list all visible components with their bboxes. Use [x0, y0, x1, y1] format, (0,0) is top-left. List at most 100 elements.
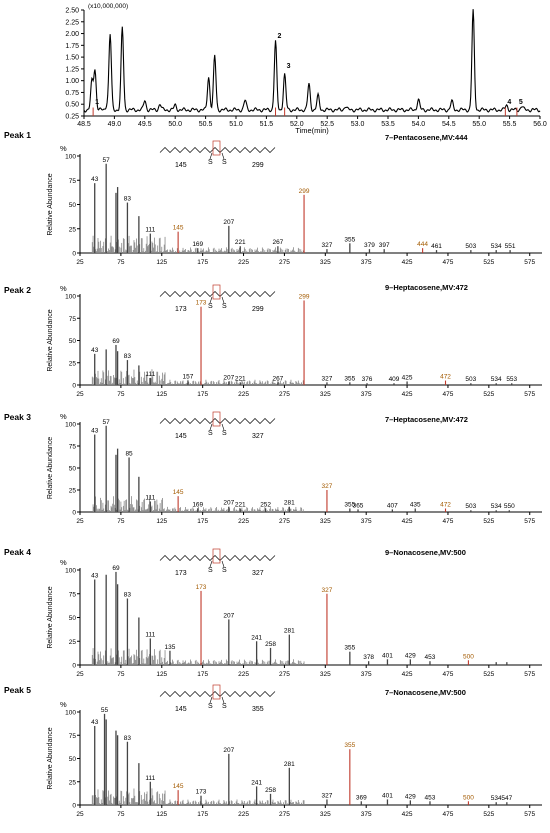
x-tick-label: 275 — [279, 518, 290, 525]
peak-marker-label: 2 — [278, 33, 282, 40]
y-tick-label: 50 — [69, 338, 77, 345]
peak-mz-label: 355 — [344, 645, 355, 652]
peak-mz-label: 169 — [192, 501, 203, 508]
x-tick-label: 475 — [443, 518, 454, 525]
peak-mz-label: 207 — [223, 219, 234, 226]
peak-mz-label: 534 — [491, 503, 502, 510]
peak-mz-label: 252 — [260, 501, 271, 508]
peak-label: Peak 4 — [4, 547, 31, 557]
y-tick-label: 100 — [65, 294, 76, 301]
peak-mz-label: 472 — [440, 501, 451, 508]
peak-mz-label: 207 — [223, 747, 234, 754]
y-tick-label: 75 — [69, 316, 77, 323]
x-tick-label: 375 — [361, 259, 372, 266]
y-axis-title: Relative Abundance — [47, 309, 54, 371]
molecule-structure — [159, 147, 276, 153]
percent-label: % — [60, 412, 67, 421]
peak-mz-label: 207 — [223, 500, 234, 507]
peak-label: Peak 3 — [4, 412, 31, 422]
sulfur-atom: S — [222, 703, 227, 710]
compound-label: 7–Nonacosene,MV:500 — [385, 688, 466, 697]
x-tick-label: 175 — [197, 391, 208, 398]
fragment-right-label: 299 — [252, 162, 264, 169]
peak-label: Peak 5 — [4, 685, 31, 695]
x-tick-label: 125 — [156, 811, 167, 818]
x-tick-label: 53.0 — [351, 121, 365, 128]
peak-mz-label: 111 — [145, 775, 155, 782]
x-tick-label: 475 — [443, 811, 454, 818]
percent-label: % — [60, 558, 67, 567]
compound-label: 9–Nonacosene,MV:500 — [385, 548, 466, 557]
x-tick-label: 49.0 — [108, 121, 122, 128]
peak-mz-label: 83 — [124, 592, 132, 599]
peak-mz-label: 43 — [91, 176, 99, 183]
x-tick-label: 125 — [156, 259, 167, 266]
peak-mz-label: 369 — [356, 794, 367, 801]
compound-label: 7–Heptacosene,MV:472 — [385, 415, 468, 424]
peak-mz-label: 401 — [382, 652, 393, 659]
fragment-left-label: 145 — [175, 706, 187, 713]
sulfur-atom: S — [208, 703, 213, 710]
y-tick-label: 0.50 — [65, 102, 79, 109]
x-tick-label: 225 — [238, 671, 249, 678]
cleavage-box — [212, 548, 221, 564]
x-tick-label: 75 — [117, 811, 125, 818]
percent-label: % — [60, 284, 67, 293]
x-tick-label: 575 — [524, 391, 535, 398]
sulfur-bond — [209, 560, 213, 568]
scale-label: (x10,000,000) — [88, 3, 128, 10]
x-tick-label: 225 — [238, 811, 249, 818]
x-tick-label: 475 — [443, 671, 454, 678]
peak-mz-label: 169 — [192, 241, 203, 248]
peak-mz-label: 409 — [389, 376, 400, 383]
y-tick-label: 1.25 — [65, 66, 79, 73]
peak-mz-label: 461 — [431, 243, 442, 250]
sulfur-atom: S — [208, 303, 213, 310]
peak-mz-label: 435 — [410, 501, 421, 508]
y-tick-label: 100 — [65, 422, 76, 429]
compound-label: 7–Pentacosene,MV:444 — [385, 133, 468, 142]
y-tick-label: 25 — [69, 360, 77, 367]
peak-mz-label: 401 — [382, 792, 393, 799]
peak-mz-label: 355 — [344, 742, 355, 749]
peak-mz-label: 553 — [506, 376, 517, 383]
x-tick-label: 75 — [117, 671, 125, 678]
x-tick-label: 53.5 — [381, 121, 395, 128]
molecule-structure — [159, 418, 276, 424]
x-tick-label: 275 — [279, 671, 290, 678]
peak-label: Peak 1 — [4, 130, 31, 140]
peak-mz-label: 258 — [265, 641, 276, 648]
peak-mz-label: 111 — [145, 371, 155, 378]
peak-mz-label: 425 — [402, 374, 413, 381]
peak-mz-label: 429 — [405, 652, 416, 659]
peak-mz-label: 500 — [463, 794, 474, 801]
x-tick-label: 375 — [361, 811, 372, 818]
peak-marker-label: 1 — [95, 99, 99, 106]
x-tick-label: 575 — [524, 259, 535, 266]
peak-mz-label: 550 — [504, 503, 515, 510]
y-tick-label: 0.75 — [65, 90, 79, 97]
peak-mz-label: 43 — [91, 347, 99, 354]
y-tick-label: 50 — [69, 466, 77, 473]
sulfur-bond — [209, 152, 213, 160]
fragment-left-label: 173 — [175, 306, 187, 313]
x-tick-label: 125 — [156, 518, 167, 525]
x-tick-label: 575 — [524, 518, 535, 525]
x-tick-label: 425 — [402, 259, 413, 266]
x-tick-label: 275 — [279, 811, 290, 818]
peak-mz-label: 327 — [322, 375, 333, 382]
x-tick-label: 75 — [117, 391, 125, 398]
x-tick-label: 375 — [361, 671, 372, 678]
x-tick-label: 50.5 — [199, 121, 213, 128]
sulfur-bond — [209, 296, 213, 304]
x-tick-label: 54.0 — [412, 121, 426, 128]
peak-mz-label: 69 — [112, 338, 120, 345]
peak-mz-label: 407 — [387, 502, 398, 509]
fragment-left-label: 145 — [175, 162, 187, 169]
y-tick-label: 0 — [72, 803, 76, 810]
